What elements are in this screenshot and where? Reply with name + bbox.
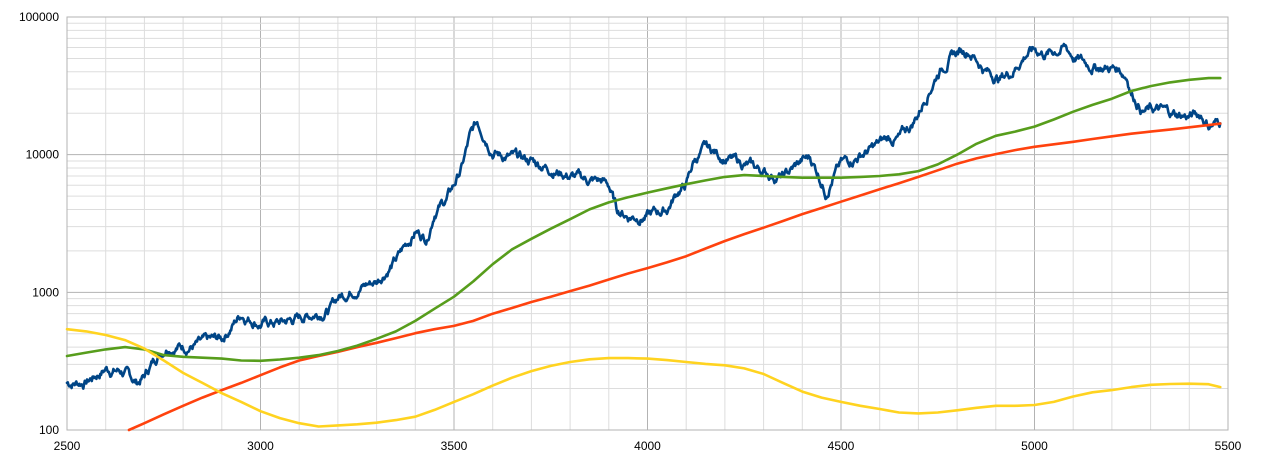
- x-tick-label: 3500: [441, 439, 468, 453]
- trend-line-red: [127, 122, 1222, 432]
- gridlines: [66, 17, 1229, 431]
- y-tick-label: 1000: [32, 285, 59, 299]
- y-tick-label: 100: [39, 423, 59, 437]
- y-tick-label: 10000: [26, 148, 60, 162]
- y-tick-label: 100000: [19, 10, 59, 24]
- x-tick-label: 3000: [247, 439, 274, 453]
- plot-frame: [66, 16, 1229, 431]
- x-tick-label: 4000: [634, 439, 661, 453]
- trend-line-green: [65, 76, 1222, 363]
- x-tick-label: 5000: [1021, 439, 1048, 453]
- trend-line-yellow: [65, 327, 1222, 428]
- price-line: [65, 42, 1222, 390]
- x-tick-label: 4500: [828, 439, 855, 453]
- tick-labels: 2500 3000 3500 4000 4500 5000 5500 100 1000 10000…: [19, 10, 1242, 453]
- x-tick-label: 2500: [54, 439, 81, 453]
- x-tick-label: 5500: [1215, 439, 1242, 453]
- series-group: [65, 42, 1222, 432]
